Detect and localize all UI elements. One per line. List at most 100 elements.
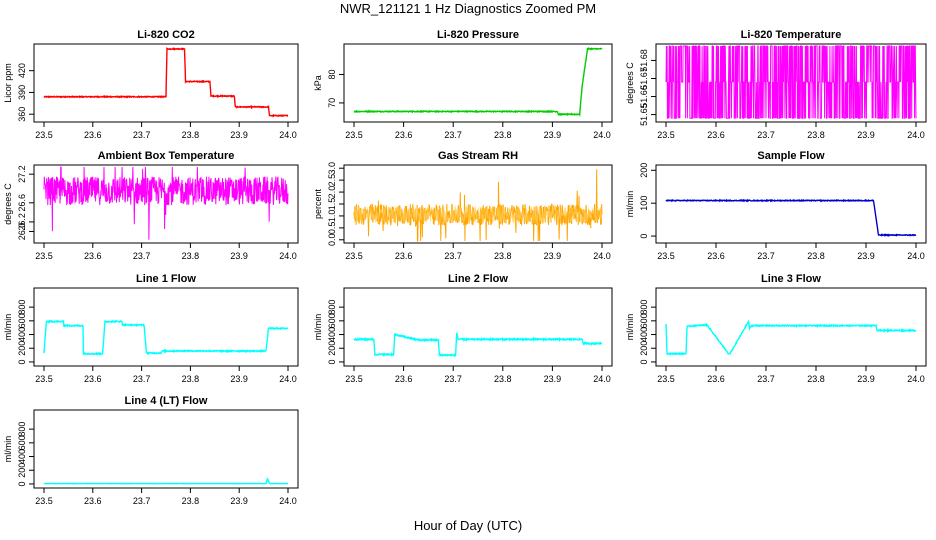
y-tick-label: 0 [639,359,649,364]
x-tick-label: 23.7 [133,496,151,506]
y-tick-label: 400 [17,327,27,342]
x-tick-label: 23.5 [345,251,363,261]
x-tick-label: 23.6 [84,374,102,384]
y-tick-label: 0 [327,359,337,364]
chart-pressure: Li-820 Pressure kPa 23.5 23.6 23.7 23.8 23.9 24… [313,29,613,140]
x-tick-label: 23.7 [444,251,462,261]
x-tick-label: 24.0 [593,130,611,140]
series-line [665,319,917,356]
x-tick-label: 23.9 [230,251,248,261]
x-tick-label: 23.8 [182,130,200,140]
y-tick-label: 51.65 [639,103,649,126]
x-tick-label: 23.9 [544,374,562,384]
y-tick-label: 800 [17,300,27,315]
x-tick-label: 23.7 [133,251,151,261]
x-tick-label: 23.9 [544,251,562,261]
y-tick-label: 200 [17,463,27,478]
x-tick-label: 23.9 [544,130,562,140]
y-tick-label: 1.0 [327,210,337,223]
plot-frame [33,164,299,244]
y-tick-label: 200 [17,341,27,356]
series-overlay [353,205,603,225]
y-tick-label: 26.0 [17,223,27,241]
y-axis-label: percent [313,188,323,219]
series-line [353,169,603,242]
y-tick-label: 0 [639,234,649,239]
x-tick-label: 23.7 [133,374,151,384]
y-tick-label: 360 [17,107,27,122]
chart-title: Li-820 CO2 [137,29,194,41]
y-tick-label: 400 [639,327,649,342]
chart-title: Line 2 Flow [448,273,508,285]
y-axis-label: ml/min [3,314,13,341]
x-tick-label: 23.7 [444,374,462,384]
y-axis-label: degrees C [3,183,13,225]
x-tick-label: 23.5 [657,130,675,140]
x-tick-label: 23.6 [84,496,102,506]
chart-rh: Gas Stream RH percent 23.5 23.6 23.7 23.8 23.9… [313,150,613,261]
x-tick-label: 23.5 [345,374,363,384]
plot-frame [343,164,613,244]
x-tick-label: 24.0 [279,130,297,140]
x-tick-label: 23.9 [230,374,248,384]
x-tick-label: 23.5 [35,374,53,384]
y-tick-label: 800 [327,300,337,315]
x-tick-label: 23.5 [35,251,53,261]
chart-temp820: Li-820 Temperature degrees C 23.5 23.6 23.7 2… [625,29,927,140]
y-tick-label: 400 [327,327,337,342]
y-axis-label: ml/min [625,191,635,218]
y-axis-label: ml/min [625,314,635,341]
plot-frame [655,43,927,123]
x-tick-label: 24.0 [907,374,925,384]
x-tick-label: 23.8 [807,130,825,140]
y-tick-label: 0.5 [327,222,337,235]
y-tick-label: 200 [639,163,649,178]
y-tick-label: 0.0 [327,234,337,247]
x-tick-label: 23.5 [35,130,53,140]
y-tick-label: 0 [17,359,27,364]
y-tick-label: 51.67 [639,67,649,90]
chart-title: Line 1 Flow [136,273,196,285]
x-tick-label: 23.6 [84,251,102,261]
x-tick-label: 23.8 [182,496,200,506]
chart-line3: Line 3 Flow ml/min 23.5 23.6 23.7 23.8 23.9 24.… [625,273,927,384]
x-tick-label: 23.9 [857,374,875,384]
y-tick-label: 600 [639,313,649,328]
x-tick-label: 24.0 [907,251,925,261]
chart-title: Gas Stream RH [438,150,518,162]
series-line [43,319,289,356]
chart-line1: Line 1 Flow ml/min 23.5 23.6 23.7 23.8 23.9 24.… [3,273,299,384]
y-tick-label: 600 [17,313,27,328]
chart-title: Li-820 Pressure [437,29,519,41]
x-tick-label: 23.7 [133,130,151,140]
plot-frame [33,287,299,367]
chart-line4: Line 4 (LT) Flow ml/min 23.5 23.6 23.7 23.8 23… [3,395,299,506]
x-tick-label: 23.5 [35,496,53,506]
series-line [665,45,917,119]
x-tick-label: 23.8 [807,251,825,261]
plot-frame [33,43,299,123]
x-tick-label: 23.9 [857,130,875,140]
x-tick-label: 23.6 [707,251,725,261]
chart-title: Sample Flow [757,150,825,162]
y-tick-label: 70 [327,98,337,108]
y-axis-label: kPa [313,75,323,91]
x-tick-label: 23.6 [707,130,725,140]
y-tick-label: 100 [639,196,649,211]
x-tick-label: 24.0 [279,251,297,261]
x-tick-label: 23.7 [757,130,775,140]
x-tick-label: 23.6 [84,130,102,140]
x-tick-label: 23.6 [395,130,413,140]
x-tick-label: 23.8 [494,251,512,261]
chart-co2: Li-820 CO2 Licor ppm 23.5 23.6 23.7 23.8 23.9 2… [3,29,299,140]
y-tick-label: 800 [639,300,649,315]
y-tick-label: 2.0 [327,186,337,199]
x-tick-label: 23.6 [395,374,413,384]
series-line [353,332,603,358]
y-axis-label: degrees C [625,62,635,104]
y-tick-label: 51.68 [639,49,649,72]
x-tick-label: 23.7 [757,374,775,384]
x-tick-label: 23.5 [657,251,675,261]
y-tick-label: 2.5 [327,174,337,187]
